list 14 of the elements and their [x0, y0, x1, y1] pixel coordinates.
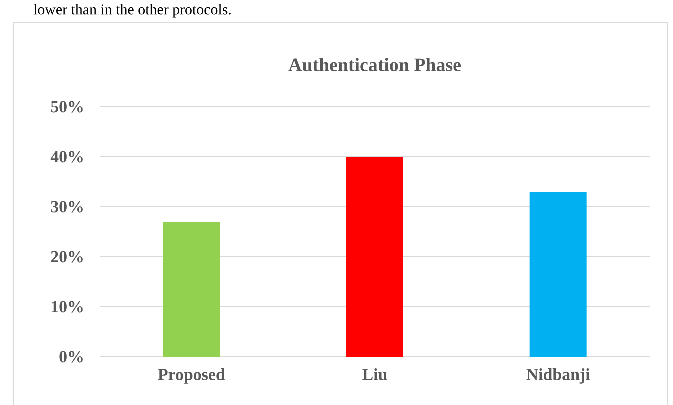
- x-tick-label: Nidbanji: [526, 368, 590, 384]
- x-tick-label: Liu: [362, 368, 388, 380]
- y-tick-label: 0%: [60, 351, 83, 363]
- x-tick-label: Proposed: [158, 368, 226, 384]
- text: lower than in the other protocols.: [34, 4, 231, 18]
- bar: [346, 157, 404, 357]
- bar: [530, 192, 587, 357]
- chart-title: Authentication Phase: [288, 58, 461, 72]
- y-tick-label: 40%: [50, 151, 83, 163]
- y-tick-label: 10%: [52, 301, 83, 313]
- y-tick-label: 50%: [51, 101, 83, 113]
- y-tick-label: 20%: [51, 251, 83, 263]
- bar: [163, 222, 220, 357]
- y-tick-label: 30%: [51, 201, 83, 213]
